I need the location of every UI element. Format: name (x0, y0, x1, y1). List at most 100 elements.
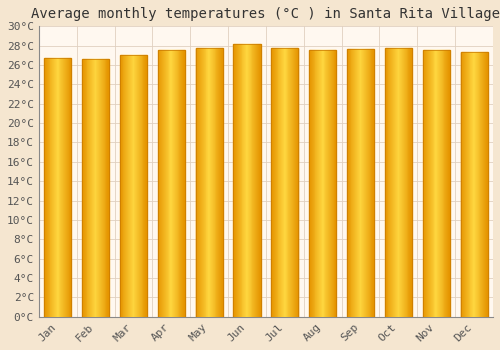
Bar (160, 49, 162, 317)
Bar (285, 48, 286, 317)
Bar (100, 59, 101, 317)
Bar (94, 59, 96, 317)
Bar (146, 55, 147, 317)
Bar (437, 49, 438, 317)
Bar (90, 59, 91, 317)
Bar (91, 59, 92, 317)
Bar (48, 58, 50, 317)
Bar (347, 49, 348, 317)
Bar (65, 58, 66, 317)
Bar (320, 50, 321, 317)
Bar (166, 49, 167, 317)
Bar (388, 48, 390, 317)
Bar (429, 49, 430, 317)
Bar (129, 55, 130, 317)
Bar (311, 50, 312, 317)
Bar (124, 55, 126, 317)
Bar (254, 44, 255, 317)
Bar (470, 52, 472, 317)
Bar (422, 49, 450, 317)
Bar (96, 59, 98, 317)
Bar (86, 59, 88, 317)
Bar (294, 48, 295, 317)
Bar (448, 49, 449, 317)
Bar (209, 48, 210, 317)
Bar (284, 48, 285, 317)
Bar (256, 44, 257, 317)
Bar (246, 44, 247, 317)
Bar (288, 48, 290, 317)
Bar (222, 48, 223, 317)
Bar (82, 59, 83, 317)
Bar (403, 48, 404, 317)
Bar (220, 48, 221, 317)
Bar (212, 48, 213, 317)
Bar (473, 52, 474, 317)
Bar (52, 58, 53, 317)
Bar (391, 48, 392, 317)
Bar (276, 48, 278, 317)
Bar (424, 49, 426, 317)
Bar (358, 49, 360, 317)
Bar (396, 48, 398, 317)
Bar (395, 48, 396, 317)
Bar (406, 48, 408, 317)
Bar (271, 48, 272, 317)
Bar (144, 55, 146, 317)
Bar (242, 44, 244, 317)
Bar (200, 48, 201, 317)
Bar (257, 44, 258, 317)
Bar (168, 49, 170, 317)
Bar (237, 44, 238, 317)
Bar (368, 49, 370, 317)
Bar (330, 50, 331, 317)
Bar (247, 44, 248, 317)
Bar (204, 48, 206, 317)
Bar (178, 49, 180, 317)
Bar (449, 49, 450, 317)
Bar (258, 44, 259, 317)
Bar (290, 48, 291, 317)
Bar (372, 49, 374, 317)
Bar (430, 49, 431, 317)
Bar (477, 52, 478, 317)
Bar (83, 59, 84, 317)
Bar (120, 55, 147, 317)
Bar (354, 49, 355, 317)
Bar (487, 52, 488, 317)
Bar (332, 50, 334, 317)
Bar (176, 49, 178, 317)
Bar (68, 58, 70, 317)
Bar (355, 49, 356, 317)
Bar (208, 48, 209, 317)
Bar (62, 58, 63, 317)
Bar (127, 55, 128, 317)
Bar (172, 49, 173, 317)
Bar (158, 49, 185, 317)
Bar (347, 49, 374, 317)
Bar (422, 49, 424, 317)
Bar (137, 55, 138, 317)
Bar (244, 44, 245, 317)
Bar (214, 48, 216, 317)
Bar (280, 48, 281, 317)
Bar (278, 48, 280, 317)
Bar (196, 48, 198, 317)
Bar (218, 48, 219, 317)
Bar (447, 49, 448, 317)
Bar (88, 59, 89, 317)
Bar (438, 49, 439, 317)
Bar (475, 52, 476, 317)
Bar (309, 50, 336, 317)
Bar (334, 50, 336, 317)
Bar (206, 48, 208, 317)
Bar (99, 59, 100, 317)
Bar (321, 50, 322, 317)
Bar (45, 58, 46, 317)
Bar (476, 52, 477, 317)
Bar (182, 49, 183, 317)
Bar (460, 52, 462, 317)
Bar (104, 59, 106, 317)
Bar (56, 58, 57, 317)
Bar (239, 44, 240, 317)
